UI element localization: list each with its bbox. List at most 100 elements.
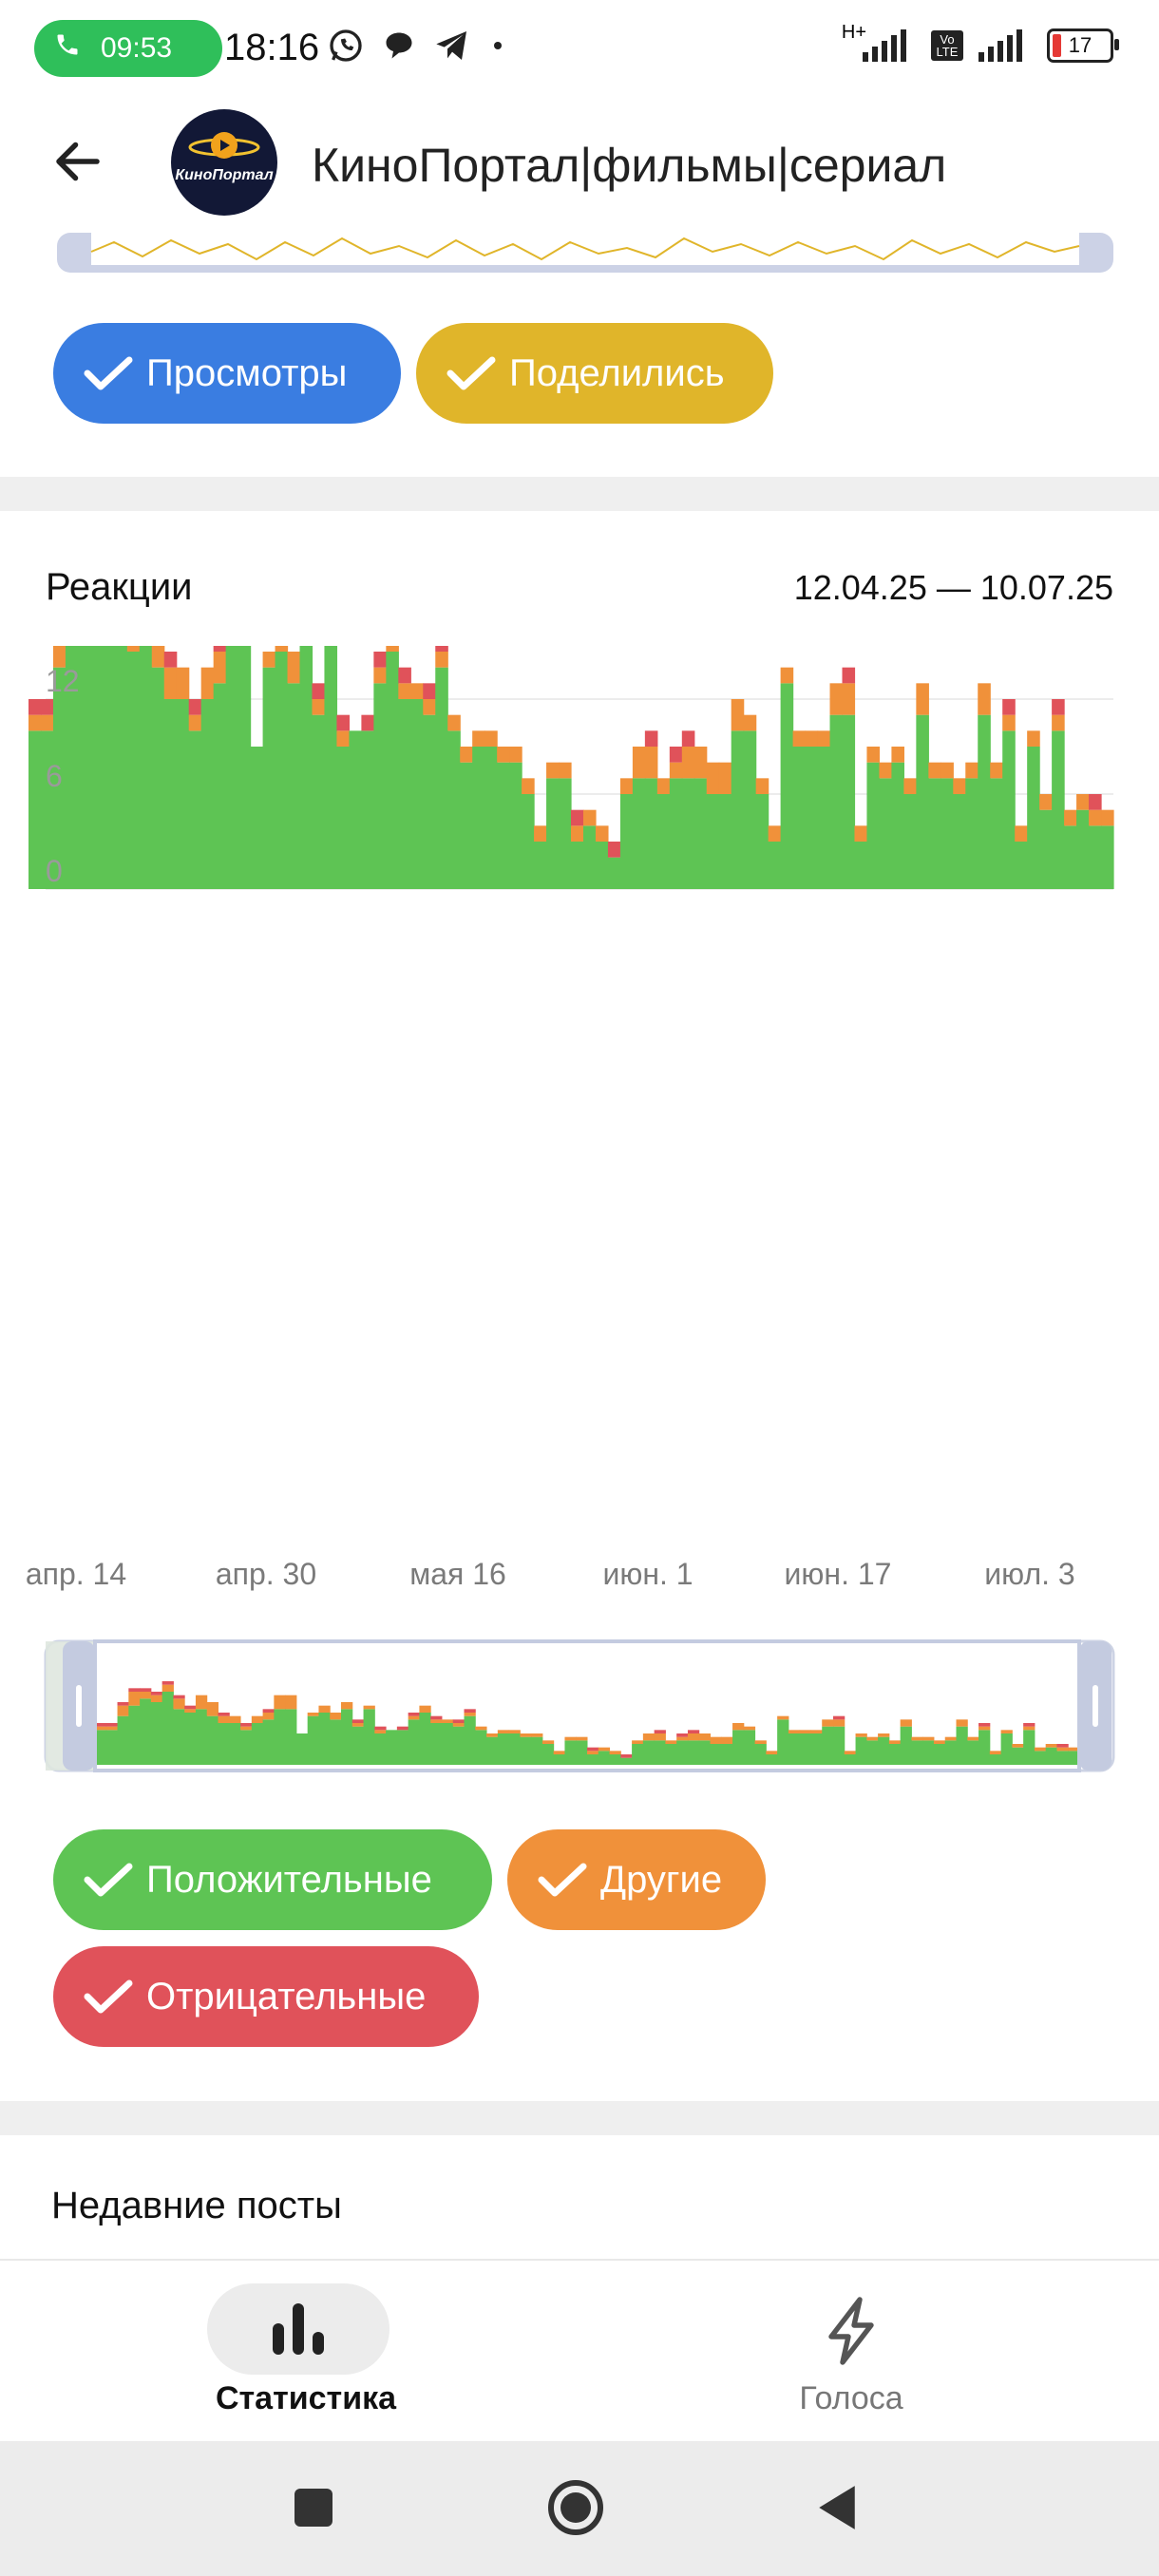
navigator-bar-segment — [698, 1740, 711, 1765]
navigator-bar-segment — [687, 1730, 700, 1733]
channel-title[interactable]: КиноПортал|фильмы|сериал — [312, 138, 1015, 193]
reactions-chart-navigator[interactable] — [0, 1634, 1159, 1776]
navigator-bar-segment — [587, 1754, 599, 1765]
navigator-bar-segment — [609, 1751, 621, 1754]
navigator-window[interactable] — [93, 1639, 1081, 1772]
bar-segment — [916, 714, 929, 889]
navigator-bar-segment — [464, 1713, 476, 1716]
shares-filter-chip[interactable]: Поделились — [416, 323, 773, 424]
bar-segment — [829, 714, 844, 889]
bar-segment — [1027, 747, 1040, 889]
navigator-bar-segment — [295, 1733, 309, 1765]
navigator-bar-segment — [330, 1719, 342, 1765]
navigator-bar-segment — [162, 1681, 174, 1685]
bar-segment — [28, 714, 42, 731]
bar-segment — [990, 778, 1003, 889]
bar-segment — [842, 667, 856, 684]
navigator-bar-segment — [128, 1692, 141, 1706]
nav-item-votes[interactable]: Голоса — [661, 2261, 1041, 2443]
navigator-bar-segment — [676, 1740, 689, 1765]
navigator-bar-segment — [452, 1723, 465, 1727]
navigator-bar-segment — [184, 1709, 197, 1713]
recents-square-icon[interactable] — [291, 2485, 336, 2530]
bar-segment — [1027, 730, 1040, 747]
navigator-bar-segment — [810, 1733, 823, 1765]
bar-segment — [842, 683, 856, 715]
views-filter-chip[interactable]: Просмотры — [53, 323, 401, 424]
logo-planet-icon — [188, 132, 260, 159]
bar-segment — [213, 683, 227, 889]
bar-segment — [28, 699, 42, 715]
nav-item-statistics[interactable]: Статистика — [116, 2261, 496, 2443]
bar-segment — [916, 683, 929, 715]
navigator-bar-segment — [117, 1715, 129, 1765]
bar-segment — [743, 714, 757, 731]
chip-label: Просмотры — [146, 351, 348, 394]
bar-segment — [619, 794, 634, 889]
navigator-bar-segment — [508, 1733, 521, 1765]
positive-filter-chip[interactable]: Положительные — [53, 1829, 492, 1930]
bar-segment — [200, 699, 215, 889]
navigator-bar-segment — [408, 1715, 420, 1720]
bar-segment — [842, 714, 856, 889]
navigator-bar-segment — [195, 1695, 208, 1710]
chip-label: Отрицательные — [146, 1975, 427, 2017]
bar-segment — [644, 730, 658, 747]
navigator-bar-segment — [408, 1713, 420, 1716]
nav-label: Статистика — [215, 2380, 397, 2416]
navigator-bar-segment — [732, 1723, 745, 1731]
bar-segment — [299, 646, 314, 889]
bar-segment — [644, 778, 658, 889]
clock: 18:16 — [224, 27, 320, 68]
navigator-bar-segment — [352, 1719, 365, 1723]
other-filter-chip[interactable]: Другие — [507, 1829, 766, 1930]
back-triangle-icon[interactable] — [813, 2481, 861, 2534]
bar-segment — [829, 683, 844, 715]
dot-icon — [494, 42, 502, 49]
y-tick-label: 0 — [46, 854, 63, 888]
bar-segment — [582, 825, 597, 889]
channel-avatar[interactable]: КиноПортал — [171, 109, 277, 216]
bar-segment — [1052, 714, 1065, 731]
bar-segment — [978, 714, 991, 889]
bar-segment — [1101, 825, 1114, 889]
navigator-bar-segment — [810, 1730, 823, 1733]
bar-segment — [77, 646, 91, 889]
navigator-bar-segment — [855, 1736, 867, 1765]
navigator-bar-segment — [698, 1733, 711, 1741]
bar-segment — [559, 778, 572, 889]
bar-segment — [632, 778, 646, 889]
negative-filter-chip[interactable]: Отрицательные — [53, 1946, 479, 2047]
navigator-bar-segment — [598, 1751, 611, 1765]
navigator-bar-segment — [542, 1744, 555, 1765]
bar-segment — [903, 778, 917, 794]
bar-segment — [559, 762, 572, 779]
navigator-bar-segment — [173, 1698, 185, 1710]
navigator-bar-segment — [374, 1730, 387, 1733]
navigator-bar-segment — [117, 1705, 129, 1716]
bar-segment — [644, 747, 658, 779]
bar-segment — [447, 730, 461, 889]
bar-segment — [163, 652, 178, 668]
navigator-bar-segment — [419, 1713, 431, 1765]
navigator-bar-segment — [609, 1754, 621, 1765]
bar-segment — [40, 699, 54, 715]
navigator-bar-segment — [374, 1733, 387, 1765]
back-arrow-icon[interactable] — [49, 133, 106, 190]
bar-segment — [1002, 699, 1016, 715]
ongoing-call-pill[interactable]: 09:53 — [34, 20, 222, 77]
bar-segment — [607, 857, 621, 889]
navigator-bar-segment — [978, 1723, 991, 1727]
home-circle-icon[interactable] — [545, 2477, 606, 2538]
navigator-bar-segment — [598, 1747, 611, 1752]
signal-icon-2 — [978, 29, 1022, 62]
navigator-bar-segment — [1000, 1733, 1013, 1765]
navigator-bar-segment — [687, 1733, 700, 1741]
bar-segment — [410, 683, 424, 699]
navigator-bar-segment — [396, 1726, 409, 1731]
bar-segment — [607, 842, 621, 858]
previous-chart-navigator[interactable] — [57, 233, 1113, 273]
bar-segment — [940, 778, 954, 889]
navigator-bar-segment — [386, 1730, 398, 1765]
